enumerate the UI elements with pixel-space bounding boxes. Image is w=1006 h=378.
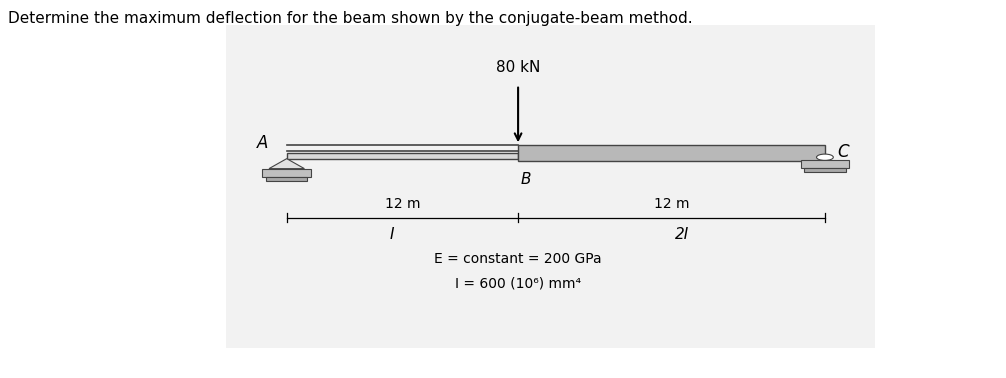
Text: 80 kN: 80 kN [496, 60, 540, 75]
Bar [266, 177, 308, 181]
FancyBboxPatch shape [226, 25, 875, 348]
Bar [263, 169, 311, 177]
Text: 2I: 2I [674, 227, 689, 242]
Polygon shape [269, 159, 305, 169]
Text: B: B [521, 172, 531, 187]
Bar [801, 160, 849, 168]
Bar [804, 168, 846, 172]
Bar [518, 145, 825, 161]
Bar [287, 153, 518, 159]
Text: E = constant = 200 GPa: E = constant = 200 GPa [435, 252, 602, 266]
Text: I: I [390, 227, 394, 242]
Text: 12 m: 12 m [384, 197, 421, 211]
Text: 12 m: 12 m [654, 197, 689, 211]
Text: A: A [258, 134, 269, 152]
Text: Determine the maximum deflection for the beam shown by the conjugate-beam method: Determine the maximum deflection for the… [8, 11, 693, 26]
Text: I = 600 (10⁶) mm⁴: I = 600 (10⁶) mm⁴ [455, 277, 581, 291]
Text: C: C [837, 143, 849, 161]
Circle shape [817, 154, 833, 160]
